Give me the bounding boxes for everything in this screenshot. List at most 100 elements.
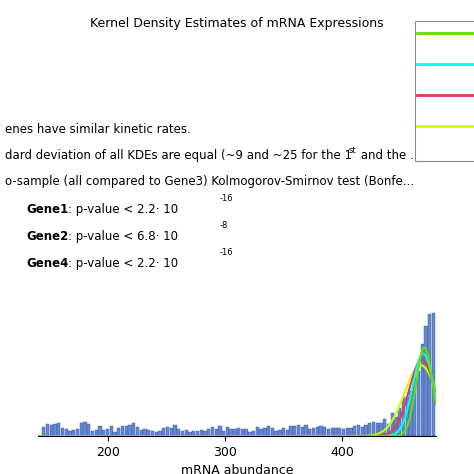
Bar	[357, 426, 360, 436]
Bar	[218, 426, 221, 436]
Bar	[346, 428, 349, 436]
Bar	[50, 425, 53, 436]
Bar	[331, 428, 334, 436]
Bar	[263, 428, 266, 436]
Bar	[394, 417, 398, 436]
Bar	[259, 428, 263, 436]
Bar	[256, 428, 259, 436]
Bar	[125, 426, 128, 436]
Text: : p-value < 6.8· 10: : p-value < 6.8· 10	[68, 230, 178, 243]
Bar	[211, 428, 214, 436]
Bar	[200, 429, 203, 436]
Bar	[365, 425, 368, 436]
Bar	[233, 429, 237, 436]
Bar	[61, 428, 64, 436]
Bar	[54, 424, 57, 436]
Bar	[83, 422, 87, 436]
Bar	[128, 425, 132, 436]
Bar	[413, 377, 417, 436]
Bar	[64, 428, 68, 436]
Bar	[278, 430, 282, 436]
Bar	[106, 429, 109, 436]
Bar	[248, 432, 252, 436]
Bar	[173, 425, 177, 436]
Bar	[353, 426, 356, 436]
Bar	[72, 430, 75, 436]
Bar	[188, 432, 191, 436]
Bar	[98, 426, 101, 436]
Bar	[158, 430, 162, 436]
Bar	[417, 371, 420, 436]
Bar	[252, 431, 255, 436]
Bar	[304, 425, 308, 436]
Bar	[402, 397, 405, 436]
Bar	[143, 429, 146, 436]
Text: -16: -16	[219, 248, 233, 257]
Bar	[282, 428, 285, 436]
Bar	[229, 429, 233, 436]
Bar	[113, 431, 117, 436]
Bar	[184, 430, 188, 436]
Bar	[151, 431, 154, 436]
Text: -16: -16	[219, 194, 233, 203]
Bar	[203, 431, 207, 436]
Bar	[215, 429, 218, 436]
Bar	[338, 428, 341, 436]
Bar	[155, 432, 158, 436]
Bar	[222, 430, 225, 436]
Bar	[398, 408, 401, 436]
Bar	[80, 423, 83, 436]
Bar	[424, 326, 428, 436]
Text: : p-value < 2.2· 10: : p-value < 2.2· 10	[68, 257, 178, 270]
Bar	[241, 428, 244, 436]
Bar	[271, 428, 274, 436]
Bar	[117, 428, 120, 436]
Bar	[91, 431, 94, 436]
Bar	[379, 422, 383, 436]
Bar	[420, 345, 424, 436]
Bar	[301, 428, 304, 436]
Bar	[372, 422, 375, 436]
X-axis label: mRNA abundance: mRNA abundance	[181, 465, 293, 474]
Bar	[87, 424, 91, 436]
Bar	[375, 423, 379, 436]
Text: enes have similar kinetic rates.: enes have similar kinetic rates.	[5, 123, 191, 136]
Bar	[196, 431, 199, 436]
Bar	[237, 428, 240, 436]
Bar	[323, 428, 327, 436]
Text: : p-value < 2.2· 10: : p-value < 2.2· 10	[68, 203, 178, 216]
Bar	[95, 430, 98, 436]
Bar	[312, 428, 315, 436]
Bar	[267, 426, 270, 436]
Bar	[132, 423, 136, 436]
Bar	[349, 428, 353, 436]
Bar	[68, 431, 72, 436]
Bar	[406, 397, 409, 436]
Bar	[432, 313, 435, 436]
Bar	[335, 428, 337, 436]
Bar	[316, 428, 319, 436]
Bar	[297, 425, 300, 436]
Bar	[139, 430, 143, 436]
Bar	[121, 426, 124, 436]
Text: -8: -8	[219, 221, 228, 230]
Bar	[308, 429, 311, 436]
Bar	[293, 426, 297, 436]
Bar	[226, 427, 229, 436]
Bar	[207, 429, 210, 436]
Bar	[383, 419, 386, 436]
Bar	[42, 427, 46, 436]
Text: st: st	[348, 146, 356, 155]
Bar	[327, 429, 330, 436]
Bar	[177, 429, 180, 436]
Bar	[410, 391, 413, 436]
Text: o-sample (all compared to Gene3) Kolmogorov-Smirnov test (Bonfe...: o-sample (all compared to Gene3) Kolmogo…	[5, 175, 414, 188]
Text: Gene4: Gene4	[26, 257, 68, 270]
Bar	[428, 314, 431, 436]
Bar	[319, 426, 323, 436]
Text: Kernel Density Estimates of mRNA Expressions: Kernel Density Estimates of mRNA Express…	[90, 17, 384, 29]
Text: Gene1: Gene1	[26, 203, 68, 216]
Bar	[162, 428, 165, 436]
Bar	[290, 426, 293, 436]
Bar	[245, 429, 248, 436]
